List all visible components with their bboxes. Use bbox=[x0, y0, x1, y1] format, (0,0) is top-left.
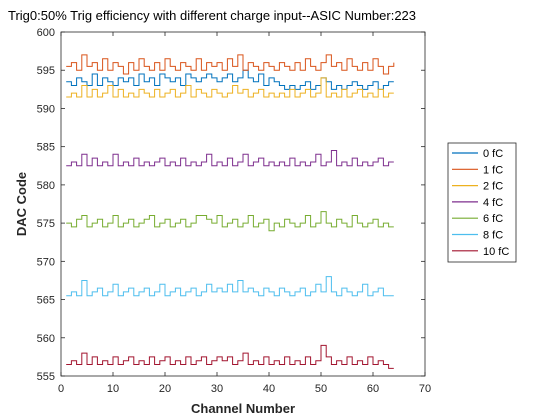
x-tick-label: 20 bbox=[159, 383, 171, 395]
legend-label: 0 fC bbox=[483, 148, 503, 160]
series-line-1-fc bbox=[66, 54, 395, 75]
chart-title: Trig0:50% Trig efficiency with different… bbox=[8, 8, 416, 23]
y-tick-label: 565 bbox=[37, 295, 55, 307]
x-tick-label: 0 bbox=[58, 383, 64, 395]
series-line-6-fc bbox=[66, 211, 394, 232]
x-tick-label: 70 bbox=[419, 383, 431, 395]
series-line-8-fc bbox=[66, 276, 394, 297]
y-tick-label: 595 bbox=[37, 65, 55, 77]
series-line-0-fc bbox=[66, 69, 394, 90]
legend-label: 2 fC bbox=[483, 181, 503, 193]
x-axis-label: Channel Number bbox=[191, 401, 295, 416]
y-tick-label: 580 bbox=[37, 180, 55, 192]
series-line-4-fc bbox=[66, 149, 394, 167]
x-tick-label: 10 bbox=[107, 383, 119, 395]
y-axis-label: DAC Code bbox=[14, 172, 29, 236]
y-tick-label: 555 bbox=[37, 371, 55, 383]
legend-label: 6 fC bbox=[483, 213, 503, 225]
y-tick-label: 590 bbox=[37, 103, 55, 115]
legend: 0 fC 1 fC 2 fC 4 fC 6 fC 8 fC 10 fC bbox=[447, 142, 517, 263]
x-tick-label: 30 bbox=[211, 383, 223, 395]
y-tick-label: 585 bbox=[37, 142, 55, 154]
x-tick-label: 50 bbox=[315, 383, 327, 395]
y-tick-label: 560 bbox=[37, 333, 55, 345]
x-tick-label: 60 bbox=[367, 383, 379, 395]
series-line-10-fc bbox=[66, 344, 394, 369]
x-tick-label: 40 bbox=[263, 383, 275, 395]
plot-frame bbox=[60, 31, 426, 377]
legend-label: 4 fC bbox=[483, 197, 503, 209]
y-tick-label: 600 bbox=[37, 27, 55, 39]
legend-label: 8 fC bbox=[483, 230, 503, 242]
y-tick-label: 570 bbox=[37, 256, 55, 268]
series-layer bbox=[66, 54, 395, 369]
legend-label: 10 fC bbox=[483, 246, 509, 258]
series-line-2-fc bbox=[66, 77, 394, 98]
plot-area bbox=[61, 32, 425, 376]
y-tick-label: 575 bbox=[37, 218, 55, 230]
axes-layer: 0 10 20 30 40 50 60 70 555 560 565 570 575 580 585 590 5… bbox=[37, 27, 431, 395]
legend-box bbox=[447, 142, 517, 263]
legend-label: 1 fC bbox=[483, 164, 503, 176]
